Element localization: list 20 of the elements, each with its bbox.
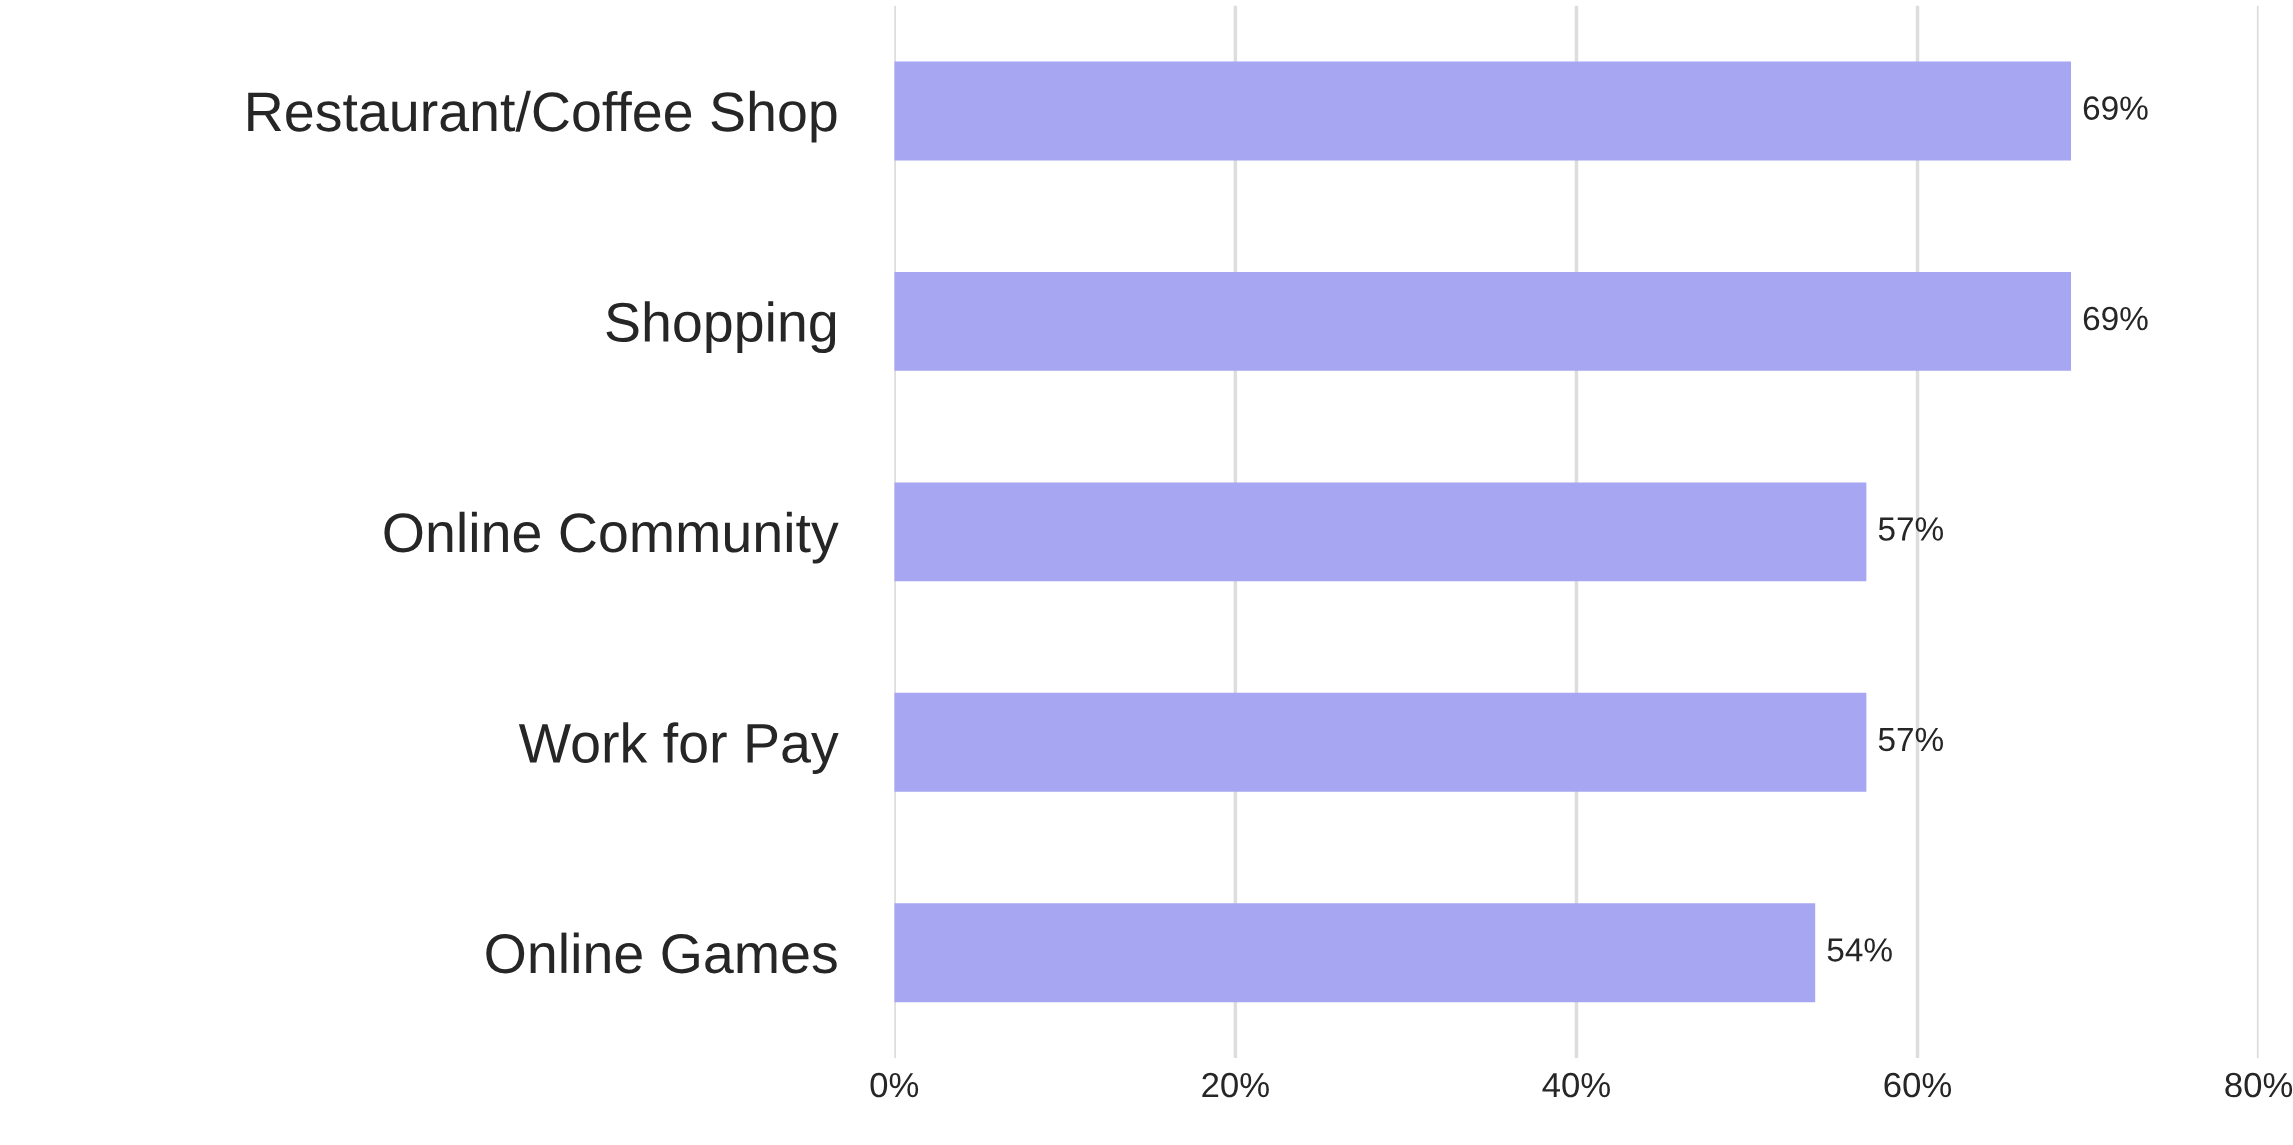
bar [894,692,1867,792]
y-tick-label: Restaurant/Coffee Shop [248,90,837,143]
x-tick-label: 20% [1202,1072,1269,1098]
data-label: 57% [1878,517,1943,541]
data-label: 54% [1827,938,1892,962]
x-tick-label: 60% [1884,1072,1952,1098]
x-tick-label: 80% [2225,1072,2293,1098]
y-tick-label: Work for Pay [518,722,839,774]
bar [894,271,2072,371]
bar [894,482,1867,582]
x-tick-label: 0% [870,1072,919,1098]
data-label: 57% [1878,727,1943,752]
y-tick-label: Online Community [384,511,839,564]
bar [894,61,2072,161]
y-tick-label: Online Games [486,932,837,974]
bar [894,903,1816,1003]
y-tick-label: Shopping [606,301,836,354]
data-label: 69% [2083,306,2148,331]
data-label: 69% [2083,96,2148,120]
x-tick-label: 40% [1542,1072,1610,1098]
